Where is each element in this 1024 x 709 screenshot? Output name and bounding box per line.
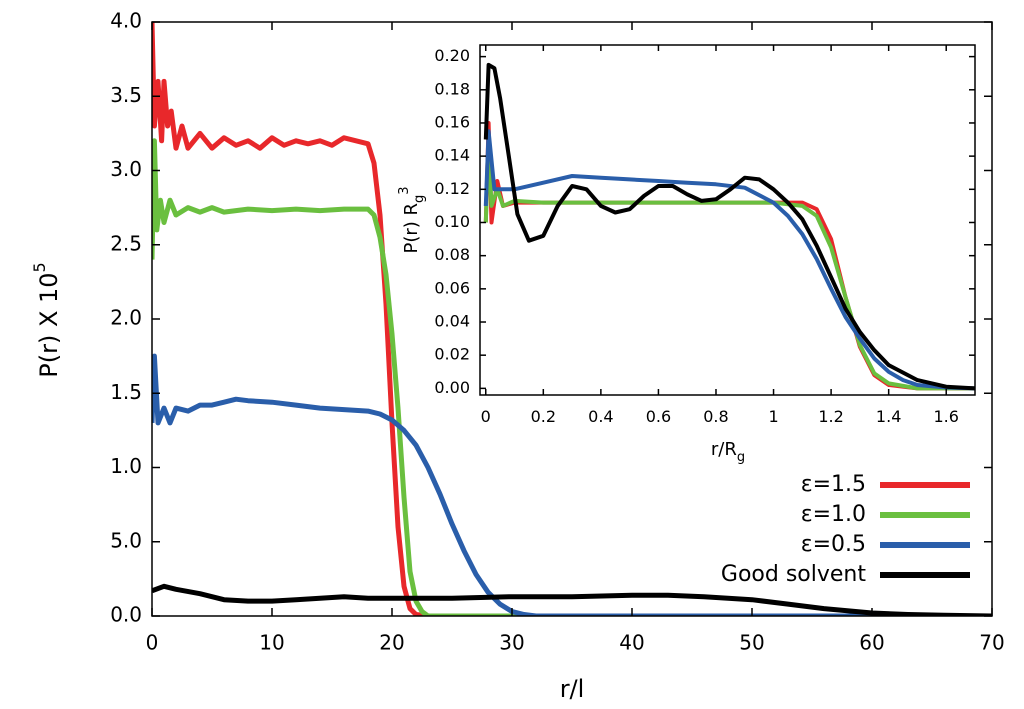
x-tick-label: 0.2 — [531, 407, 556, 426]
y-axis-label-sup: 3 — [397, 186, 412, 194]
y-tick-label: 0.12 — [434, 179, 470, 198]
x-tick-label: 70 — [979, 631, 1004, 655]
y-tick-label: 0.18 — [434, 79, 470, 98]
x-tick-label: 1 — [768, 407, 778, 426]
plot-frame — [479, 44, 976, 396]
y-tick-label: 1.5 — [110, 380, 142, 404]
series-line — [152, 138, 992, 616]
y-tick-label: 0.00 — [434, 378, 470, 397]
x-tick-label: 20 — [379, 631, 404, 655]
x-tick-label: 0 — [146, 631, 159, 655]
series-line — [483, 137, 975, 391]
legend-label: Good solvent — [721, 562, 866, 587]
x-tick-label: 10 — [259, 631, 284, 655]
x-tick-label: 30 — [499, 631, 524, 655]
series-line — [483, 62, 975, 391]
x-tick-label: 1.4 — [876, 407, 901, 426]
series-group — [152, 21, 992, 616]
y-tick-label: 0.14 — [434, 146, 470, 165]
y-tick-label: 0.06 — [434, 278, 470, 297]
legend-label: ε=1.5 — [801, 472, 866, 497]
y-tick-label: 0.20 — [434, 46, 470, 65]
x-tick-label: 0.8 — [703, 407, 728, 426]
y-axis-label-sub: g — [412, 195, 427, 203]
legend: ε=1.5 ε=1.0 ε=0.5 Good solvent — [721, 472, 970, 587]
y-tick-label: 3.0 — [110, 157, 142, 181]
y-axis-label-text: P(r) X 10 — [35, 272, 63, 377]
plot-1: 0 0.2 0.4 0.6 0.8 1 1.2 1.4 1.6 0.00 0.02 0.04 0.06 0… — [397, 44, 976, 465]
x-tick-label: 0.4 — [588, 407, 613, 426]
x-axis-label: r/l — [560, 675, 585, 703]
series-line — [483, 129, 975, 391]
y-tick-label: 1.0 — [110, 454, 142, 478]
x-tick-label: 0.6 — [646, 407, 671, 426]
x-axis-label-sub: g — [737, 450, 745, 465]
y-tick-label: 0.16 — [434, 112, 470, 131]
series-line — [152, 583, 992, 616]
x-tick-label: 0 — [481, 407, 491, 426]
y-tick-label: 3.5 — [110, 83, 142, 107]
series-group — [483, 62, 975, 391]
series-line — [152, 21, 992, 616]
legend-label: ε=1.0 — [801, 502, 866, 527]
legend-label: ε=0.5 — [801, 532, 866, 557]
x-tick-label: 60 — [859, 631, 884, 655]
y-tick-label: 0.02 — [434, 345, 470, 364]
series-line — [152, 353, 992, 616]
x-tick-label: 40 — [619, 631, 644, 655]
y-axis-label: P(r) Rg3 — [397, 186, 427, 253]
y-tick-label: 5.0 — [110, 528, 142, 552]
x-axis-label-text: r/R — [711, 439, 737, 460]
y-tick-label: 2.5 — [110, 231, 142, 255]
y-tick-label: 0.0 — [110, 603, 142, 627]
y-tick-label: 0.08 — [434, 245, 470, 264]
x-axis-label: r/Rg — [711, 439, 745, 465]
y-tick-label: 4.0 — [110, 9, 142, 33]
y-tick-label: 0.04 — [434, 312, 470, 331]
y-tick-label: 2.0 — [110, 306, 142, 330]
x-tick-label: 1.6 — [933, 407, 958, 426]
plot-area — [480, 45, 975, 395]
y-axis-label-text: P(r) R — [401, 203, 422, 254]
x-tick-label: 1.2 — [818, 407, 843, 426]
x-tick-label: 50 — [739, 631, 764, 655]
y-axis-label-sup: 5 — [30, 262, 49, 272]
y-tick-label: 0.10 — [434, 212, 470, 231]
y-axis-label: P(r) X 105 — [30, 262, 64, 378]
